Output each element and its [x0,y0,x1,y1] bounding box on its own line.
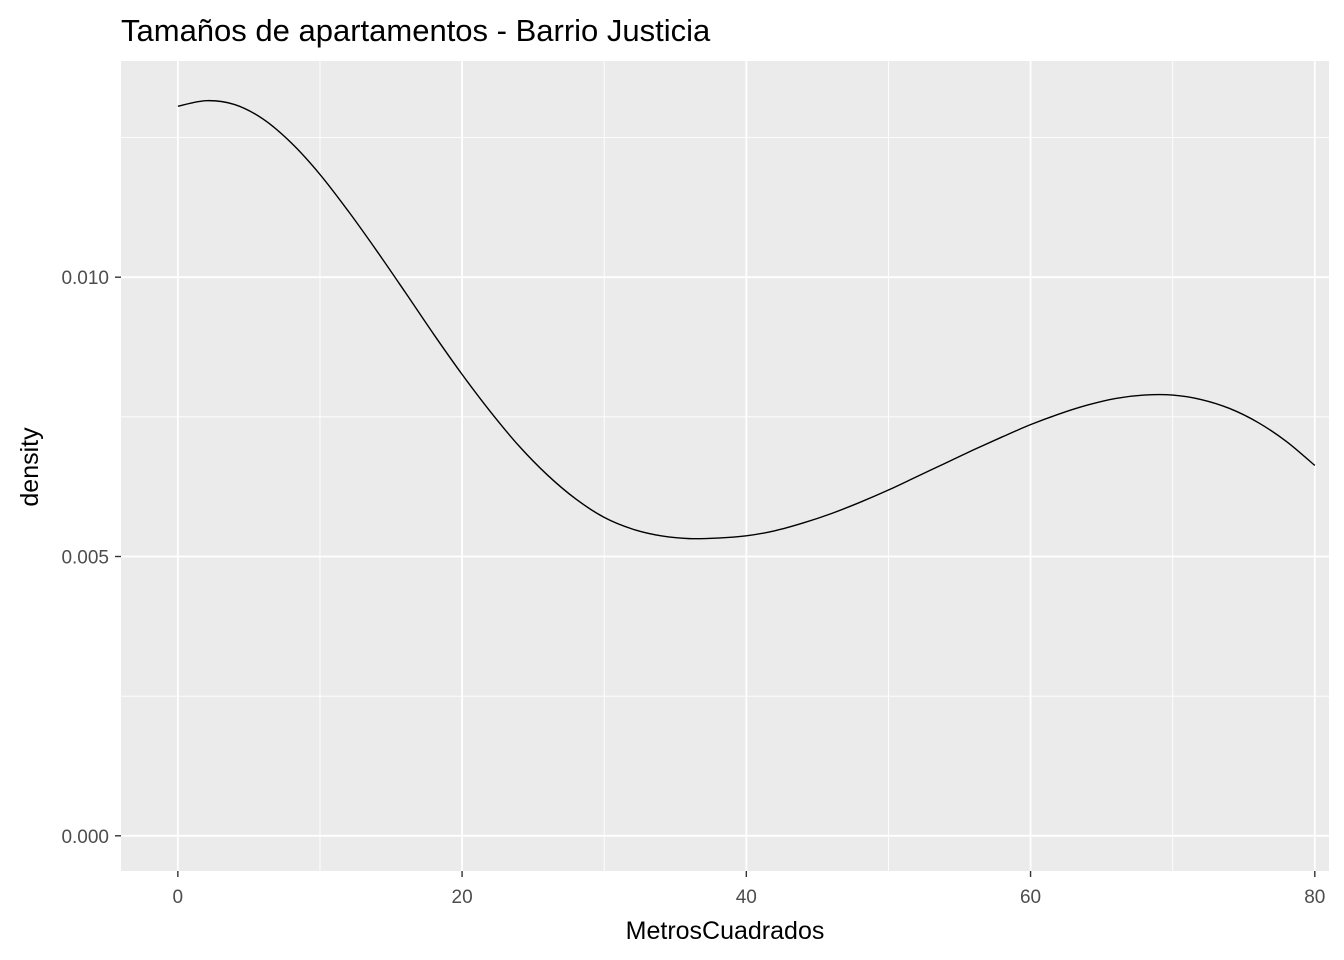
x-tick-label: 60 [1020,887,1041,908]
density-curve [177,99,1316,540]
x-tick-label: 0 [173,887,184,908]
y-tick-label: 0.010 [61,268,109,289]
minor-gridlines [121,61,1329,871]
x-tick-label: 20 [452,887,473,908]
x-axis-title: MetrosCuadrados [626,917,825,945]
tick-labels: 0 20 40 60 80 0.000 0.005 0.010 [61,268,1325,908]
y-axis-title: density [16,427,44,507]
y-tick-label: 0.000 [61,827,109,848]
x-tick-label: 80 [1304,887,1325,908]
y-tick-label: 0.005 [61,547,109,568]
x-tick-label: 40 [736,887,757,908]
axis-ticks [115,276,1316,877]
major-gridlines [121,61,1329,871]
chart-title: Tamaños de apartamentos - Barrio Justici… [121,13,711,48]
plot-panel [121,61,1329,871]
